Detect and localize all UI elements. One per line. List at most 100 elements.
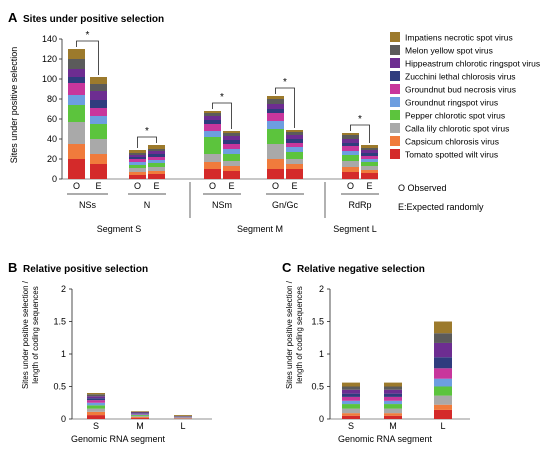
bar-segment	[384, 389, 402, 394]
segment-label: Segment S	[97, 224, 142, 234]
bar-segment	[90, 139, 107, 154]
panel-b-xlabel: Genomic RNA segment	[71, 434, 166, 444]
bar-category-label: O	[347, 181, 354, 191]
bar-segment	[267, 113, 284, 121]
bar-segment	[361, 173, 378, 179]
gene-label: Gn/Gc	[272, 200, 299, 210]
bar-segment	[342, 151, 359, 155]
bar-segment	[361, 156, 378, 159]
bar-segment	[342, 415, 360, 419]
y-tick-label: 140	[42, 34, 57, 44]
bar-segment	[204, 162, 221, 169]
bar-segment	[131, 411, 149, 412]
bar-segment	[286, 159, 303, 164]
panel-c-ylabel: Sites under positive selection /length o…	[285, 280, 304, 389]
bar-segment	[223, 161, 240, 166]
bar-segment	[68, 77, 85, 83]
panel-a-title: Sites under positive selection	[23, 14, 164, 25]
bar-segment	[361, 162, 378, 166]
significance-bracket	[350, 124, 370, 143]
y-tick-label: 0.5	[311, 382, 324, 392]
y-tick-label: 0	[61, 414, 66, 424]
bar-segment	[90, 108, 107, 116]
bar-segment	[384, 382, 402, 387]
bar-segment	[129, 159, 146, 162]
bar-segment	[342, 133, 359, 135]
bar-segment	[148, 149, 165, 151]
panel-a-letter: A	[8, 10, 18, 25]
bar-category-label: E	[95, 181, 101, 191]
bar-segment	[361, 166, 378, 170]
bar-segment	[361, 170, 378, 173]
bar-segment	[90, 116, 107, 124]
bar-segment	[87, 402, 105, 406]
bar-segment	[342, 135, 359, 139]
bar-segment	[129, 157, 146, 159]
legend-swatch	[390, 32, 400, 42]
bar-segment	[90, 77, 107, 84]
bar-segment	[129, 165, 146, 168]
bar-segment	[148, 145, 165, 149]
significance-bracket	[137, 136, 157, 148]
bar-segment	[342, 408, 360, 414]
bar-segment	[131, 414, 149, 416]
bar-segment	[68, 49, 85, 59]
bar-segment	[131, 413, 149, 414]
bar-segment	[434, 395, 452, 405]
bar-segment	[342, 382, 360, 387]
bar-segment	[342, 143, 359, 146]
bar-segment	[384, 408, 402, 414]
bar-segment	[68, 59, 85, 69]
legend-swatch	[390, 110, 400, 120]
bar-category-label: E	[228, 181, 234, 191]
bar-segment	[129, 162, 146, 165]
bar-segment	[129, 175, 146, 179]
bar-segment	[131, 418, 149, 419]
bar-segment	[342, 404, 360, 409]
bar-segment	[286, 169, 303, 179]
bar-segment	[434, 378, 452, 387]
bar-segment	[90, 164, 107, 179]
bar-segment	[286, 132, 303, 135]
bar-segment	[87, 396, 105, 399]
bar-category-label: E	[291, 181, 297, 191]
significance-bracket	[76, 40, 99, 75]
gene-label: NSs	[79, 200, 97, 210]
bar-category-label: M	[389, 421, 397, 431]
bar-segment	[68, 83, 85, 95]
bar-segment	[434, 357, 452, 369]
bar-segment	[68, 122, 85, 144]
bar-segment	[286, 130, 303, 132]
bar-segment	[267, 104, 284, 109]
bar-segment	[129, 172, 146, 175]
bar-segment	[148, 154, 165, 157]
legend-label: Impatiens necrotic spot virus	[405, 33, 513, 43]
bar-segment	[361, 159, 378, 162]
bar-segment	[342, 155, 359, 161]
bar-segment	[148, 157, 165, 160]
bar-segment	[204, 169, 221, 179]
bar-segment	[342, 393, 360, 397]
significance-star: *	[283, 77, 287, 88]
significance-bracket	[212, 102, 232, 129]
legend-swatch	[390, 149, 400, 159]
bar-segment	[129, 155, 146, 157]
bar-segment	[90, 84, 107, 91]
bar-segment	[267, 96, 284, 99]
bar-segment	[87, 405, 105, 409]
bar-segment	[223, 131, 240, 133]
bar-segment	[131, 417, 149, 419]
bar-segment	[204, 113, 221, 116]
bar-segment	[204, 111, 221, 113]
bar-segment	[204, 116, 221, 120]
bar-segment	[384, 400, 402, 405]
bar-segment	[342, 396, 360, 401]
bar-segment	[286, 139, 303, 143]
bar-segment	[68, 69, 85, 77]
bar-segment	[342, 172, 359, 179]
y-tick-label: 40	[47, 134, 57, 144]
panel-b-chart: 0 0.5 1 1.5 2 S M L	[53, 284, 212, 431]
bar-segment	[68, 159, 85, 179]
legend-swatch	[390, 58, 400, 68]
bar-category-label: S	[348, 421, 354, 431]
